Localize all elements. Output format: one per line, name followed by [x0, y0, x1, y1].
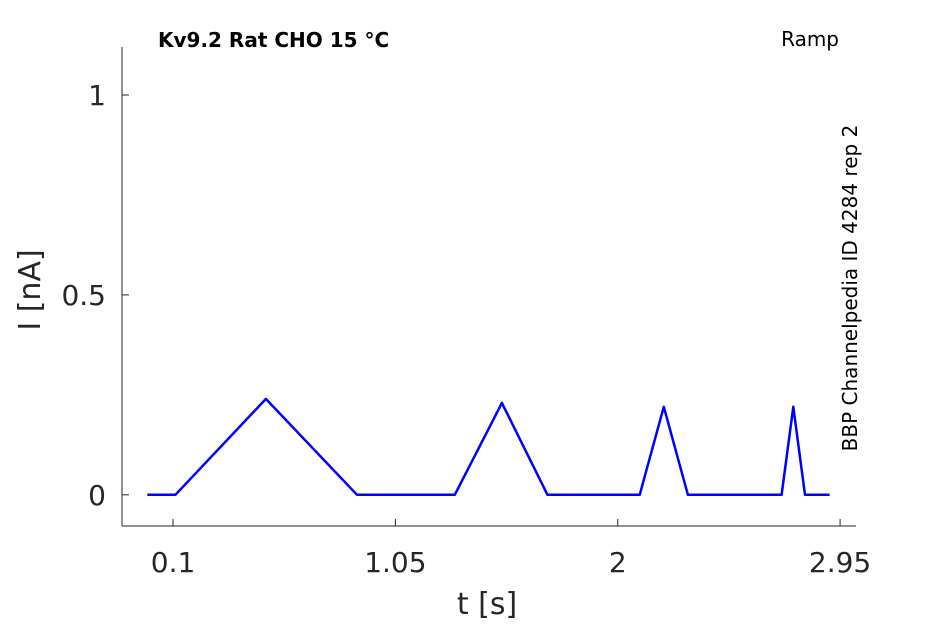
current-trace — [147, 397, 830, 497]
y-axis-label: I [nA] — [13, 249, 48, 330]
chart-title: Kv9.2 Rat CHO 15 °C — [158, 28, 389, 52]
x-tick-label: 0.1 — [151, 546, 196, 579]
y-tick-label: 1 — [88, 79, 106, 112]
protocol-label: Ramp — [781, 27, 839, 51]
y-tick-label: 0.5 — [61, 279, 106, 312]
x-tick-label: 1.05 — [364, 546, 426, 579]
side-label: BBP Channelpedia ID 4284 rep 2 — [838, 125, 862, 452]
x-tick-label: 2.95 — [809, 546, 871, 579]
y-tick-label: 0 — [88, 479, 106, 512]
x-axis-label: t [s] — [457, 587, 517, 622]
x-tick-label: 2 — [609, 546, 627, 579]
